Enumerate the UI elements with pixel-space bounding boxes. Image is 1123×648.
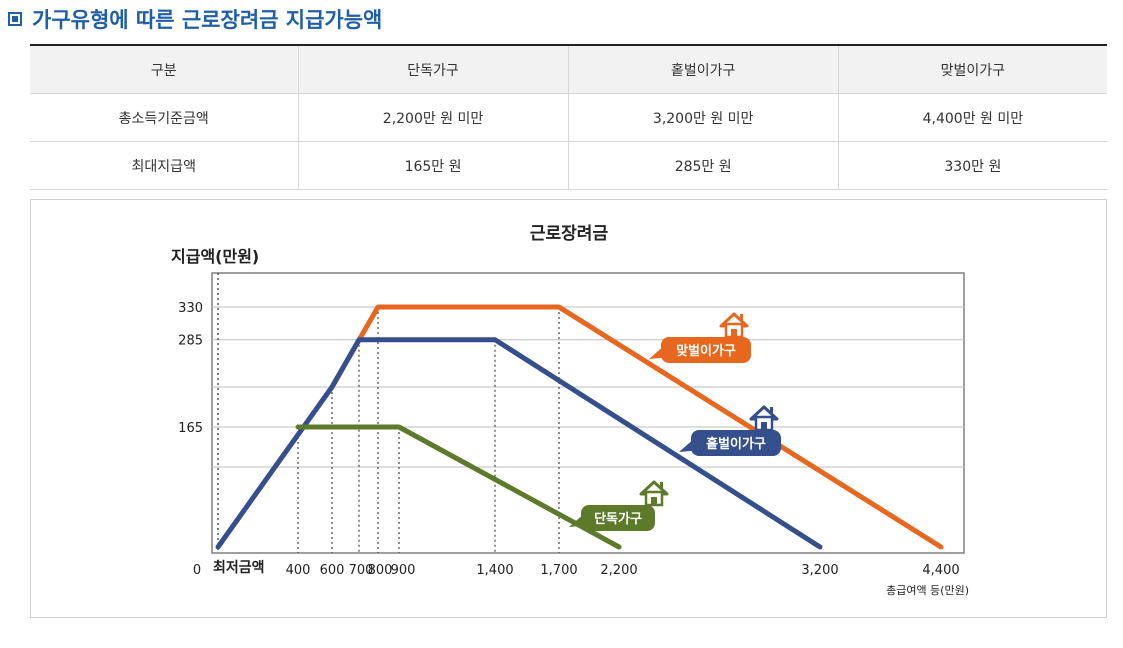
label-pointer — [679, 438, 701, 452]
x-tick-label: 400 — [286, 563, 311, 578]
series-name: 홑벌이가구 — [706, 436, 766, 452]
house-icon — [719, 312, 749, 339]
series-line — [215, 337, 823, 550]
x-tick-label: 600 — [320, 563, 345, 578]
x-tick-label: 3,200 — [801, 563, 838, 578]
table-cell: 2,200만 원 미만 — [297, 93, 569, 142]
table-cell: 330만 원 — [837, 141, 1107, 190]
house-door — [731, 329, 737, 337]
y-tick-label: 330 — [178, 301, 203, 316]
x-tick-label: 800 — [368, 563, 393, 578]
x-origin-label: 0 — [193, 563, 201, 578]
label-badge — [581, 505, 655, 531]
table-header-cell: 단독가구 — [297, 44, 569, 94]
x-tick-label: 1,700 — [540, 563, 577, 578]
page-header: 가구유형에 따른 근로장려금 지급가능액 — [8, 4, 382, 34]
label-pointer — [649, 345, 671, 359]
x-axis-label: 총급여액 등(만원) — [886, 584, 969, 597]
table-cell: 285만 원 — [567, 141, 839, 190]
x-tick-label: 700 — [349, 563, 374, 578]
series-name: 맞벌이가구 — [676, 343, 736, 359]
table-cell: 최대지급액 — [30, 141, 298, 190]
x-tick-label: 4,400 — [922, 563, 959, 578]
table-header-cell: 홑벌이가구 — [567, 44, 839, 94]
table-cell: 총소득기준금액 — [30, 93, 298, 142]
series-legend-label: 홑벌이가구 — [679, 405, 781, 456]
page-title: 가구유형에 따른 근로장려금 지급가능액 — [32, 8, 383, 32]
table-header-cell: 구분 — [30, 44, 298, 94]
label-badge — [661, 337, 751, 363]
table-cell: 4,400만 원 미만 — [837, 93, 1107, 142]
house-door — [651, 497, 657, 505]
house-chimney — [740, 314, 743, 320]
table-header-cell: 맞벌이가구 — [837, 44, 1107, 94]
x-tick-label: 1,400 — [476, 563, 513, 578]
info-table: 구분 단독가구 홑벌이가구 맞벌이가구 총소득기준금액 2,200만 원 미만 … — [30, 44, 1107, 190]
series-line — [295, 424, 622, 550]
house-chimney — [770, 407, 773, 413]
y-tick-label: 285 — [178, 334, 203, 349]
house-door — [761, 422, 767, 430]
table-row: 총소득기준금액 2,200만 원 미만 3,200만 원 미만 4,400만 원… — [30, 93, 1107, 142]
x-tick-label: 2,200 — [600, 563, 637, 578]
table-header-row: 구분 단독가구 홑벌이가구 맞벌이가구 — [30, 44, 1107, 94]
table-cell: 165만 원 — [297, 141, 569, 190]
y-axis-label: 지급액(만원) — [171, 247, 259, 266]
chart-title: 근로장려금 — [530, 224, 609, 244]
label-badge — [691, 430, 781, 456]
chart-panel: 근로장려금 지급액(만원) 165 285 330 400 600 700 800 900 1… — [30, 199, 1107, 618]
series-legend-label: 단독가구 — [569, 480, 669, 531]
table-cell: 3,200만 원 미만 — [567, 93, 839, 142]
square-bullet-icon — [8, 12, 22, 26]
house-icon — [639, 480, 669, 507]
label-pointer — [569, 513, 591, 527]
series-legend-label: 맞벌이가구 — [649, 312, 751, 363]
house-chimney — [660, 482, 663, 488]
x-min-label: 최저금액 — [213, 559, 265, 576]
series-name: 단독가구 — [594, 511, 642, 527]
table-row: 최대지급액 165만 원 285만 원 330만 원 — [30, 141, 1107, 190]
y-tick-label: 165 — [178, 421, 203, 436]
x-tick-label: 900 — [391, 563, 416, 578]
house-icon — [749, 405, 779, 432]
